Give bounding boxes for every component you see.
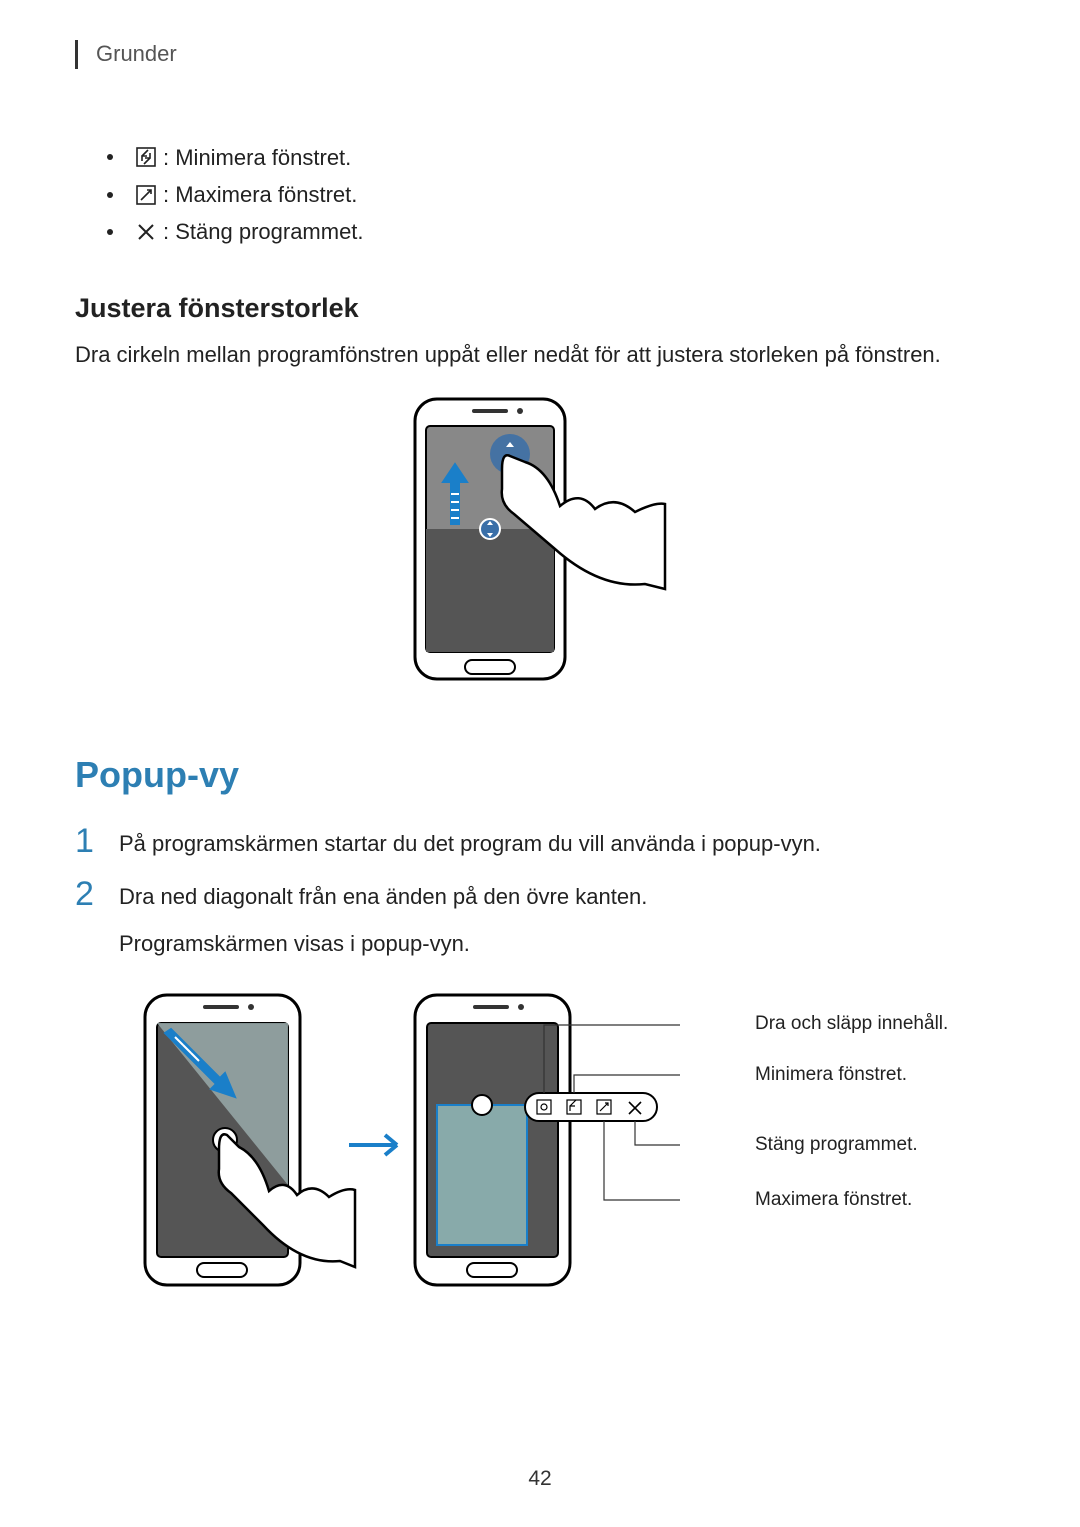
step-text: På programskärmen startar du det program… (119, 826, 821, 861)
subheading: Justera fönsterstorlek (75, 293, 1005, 324)
step-2: 2 Dra ned diagonalt från ena änden på de… (75, 879, 1005, 961)
list-item: : Maximera fönstret. (107, 176, 1005, 213)
section-heading: Popup-vy (75, 754, 1005, 796)
icon-bullet-list: : Minimera fönstret. : Maximera fönstret… (107, 139, 1005, 251)
paragraph: Dra cirkeln mellan programfönstren uppåt… (75, 338, 1005, 372)
callout-close: Stäng programmet. (755, 1134, 918, 1156)
callout-minimize: Minimera fönstret. (755, 1064, 907, 1086)
minimize-icon (135, 146, 157, 168)
maximize-icon (135, 184, 157, 206)
list-item-label: : Maximera fönstret. (163, 176, 357, 213)
bullet-icon (107, 154, 113, 160)
list-item: : Minimera fönstret. (107, 139, 1005, 176)
bullet-icon (107, 229, 113, 235)
page-header: Grunder (75, 40, 1005, 69)
step-number: 2 (75, 877, 119, 911)
list-item: : Stäng programmet. (107, 213, 1005, 250)
bullet-icon (107, 192, 113, 198)
figure-popup-view: Dra och släpp innehåll. Minimera fönstre… (135, 985, 1005, 1345)
figure-resize-window (75, 394, 1005, 694)
page-number: 42 (0, 1467, 1080, 1491)
close-icon (135, 221, 157, 243)
step-text: Dra ned diagonalt från ena änden på den … (119, 879, 647, 914)
list-item-label: : Minimera fönstret. (163, 139, 351, 176)
step-text-line2: Programskärmen visas i popup-vyn. (119, 926, 647, 961)
callout-maximize: Maximera fönstret. (755, 1189, 912, 1211)
step-1: 1 På programskärmen startar du det progr… (75, 826, 1005, 861)
list-item-label: : Stäng programmet. (163, 213, 364, 250)
step-number: 1 (75, 824, 119, 858)
callout-drag: Dra och släpp innehåll. (755, 1013, 948, 1035)
